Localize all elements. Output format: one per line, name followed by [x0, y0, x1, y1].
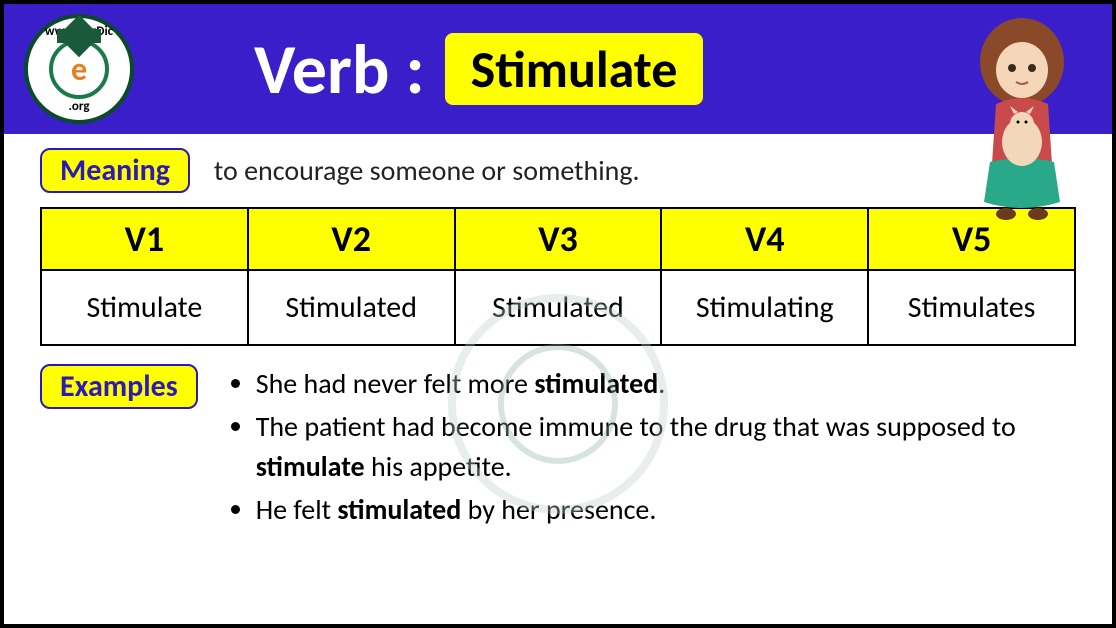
col-v4: V4 — [661, 208, 868, 270]
verb-forms-table: V1 V2 V3 V4 V5 Stimulate Stimulated Stim… — [40, 207, 1076, 346]
verb-word: Stimulate — [445, 33, 704, 105]
meaning-badge: Meaning — [40, 148, 190, 193]
example-bold: stimulated — [534, 366, 658, 401]
example-post: by her presence. — [461, 492, 656, 527]
example-post: his appetite. — [365, 449, 512, 484]
col-v1: V1 — [41, 208, 248, 270]
examples-row: Examples She had never felt more stimula… — [40, 364, 1076, 532]
examples-list: She had never felt more stimulated. The … — [228, 364, 1076, 532]
example-pre: He felt — [256, 492, 338, 527]
example-item: The patient had become immune to the dru… — [256, 407, 1076, 488]
table-header-row: V1 V2 V3 V4 V5 — [41, 208, 1075, 270]
col-v2: V2 — [248, 208, 455, 270]
header-title-group: Verb : Stimulate — [254, 26, 703, 112]
meaning-row: Meaning to encourage someone or somethin… — [40, 148, 1076, 193]
examples-badge: Examples — [40, 364, 198, 409]
brand-logo-inner: e — [49, 39, 109, 99]
example-bold: stimulate — [256, 449, 365, 484]
example-pre: The patient had become immune to the dru… — [256, 409, 1016, 444]
table-row: Stimulate Stimulated Stimulated Stimulat… — [41, 270, 1075, 345]
cell-v5: Stimulates — [868, 270, 1075, 345]
example-item: He felt stimulated by her presence. — [256, 490, 1076, 531]
girl-with-cat-icon — [952, 14, 1092, 224]
cell-v1: Stimulate — [41, 270, 248, 345]
cell-v3: Stimulated — [455, 270, 662, 345]
brand-logo: www.EngDic e .org — [24, 14, 134, 124]
graduation-cap-icon — [57, 29, 101, 43]
cell-v2: Stimulated — [248, 270, 455, 345]
brand-url-bottom: .org — [68, 99, 89, 114]
meaning-text: to encourage someone or something. — [214, 153, 640, 188]
example-bold: stimulated — [337, 492, 461, 527]
example-item: She had never felt more stimulated. — [256, 364, 1076, 405]
verb-label: Verb : — [254, 26, 425, 112]
example-post: . — [658, 366, 665, 401]
cell-v4: Stimulating — [661, 270, 868, 345]
header-bar: www.EngDic e .org Verb : Stimulate — [4, 4, 1112, 134]
example-pre: She had never felt more — [256, 366, 535, 401]
content-area: Meaning to encourage someone or somethin… — [4, 134, 1112, 542]
col-v3: V3 — [455, 208, 662, 270]
